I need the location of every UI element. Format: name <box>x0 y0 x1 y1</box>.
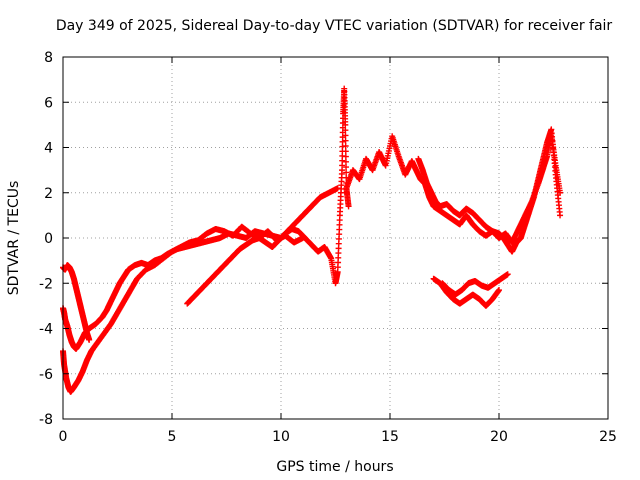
grid-lines <box>63 57 608 419</box>
x-tick-label: 25 <box>599 429 617 445</box>
y-tick-label: -8 <box>39 412 53 428</box>
data-point <box>342 148 349 155</box>
series-track-e <box>343 130 564 246</box>
data-point <box>342 137 349 144</box>
data-point <box>496 287 502 294</box>
y-tick-label: -6 <box>39 367 53 383</box>
axis-ticks: 0 5 10 15 20 25 -8 -6 -4 -2 0 2 4 6 8 <box>39 50 617 445</box>
x-axis-label: GPS time / hours <box>276 459 393 475</box>
data-point <box>342 132 349 139</box>
x-tick-label: 15 <box>381 429 399 445</box>
series-track-d <box>184 85 352 307</box>
y-tick-label: -4 <box>39 322 53 338</box>
series-track-c <box>60 262 93 343</box>
data-points <box>60 85 564 395</box>
series-track-g <box>430 275 502 309</box>
y-axis-label: SDTVAR / TECUs <box>6 181 22 296</box>
chart-title: Day 349 of 2025, Sidereal Day-to-day VTE… <box>56 18 613 34</box>
data-point <box>86 336 93 343</box>
series-track-a <box>60 185 341 352</box>
data-point <box>343 164 350 171</box>
y-tick-label: 6 <box>44 95 53 111</box>
data-point <box>504 271 511 278</box>
data-point <box>334 185 341 192</box>
y-tick-label: 2 <box>44 186 53 202</box>
data-point <box>342 142 349 149</box>
data-point <box>343 169 350 176</box>
data-point <box>342 127 349 134</box>
y-tick-label: 0 <box>44 231 53 247</box>
data-point <box>342 153 349 160</box>
series-track-b <box>60 223 306 395</box>
data-point <box>342 121 349 128</box>
y-tick-label: -2 <box>39 276 53 292</box>
x-tick-label: 5 <box>168 429 177 445</box>
data-point <box>342 158 349 165</box>
series-track-f <box>415 126 564 255</box>
x-tick-label: 20 <box>490 429 508 445</box>
y-tick-label: 4 <box>44 141 53 157</box>
x-tick-label: 0 <box>59 429 68 445</box>
data-point <box>345 203 352 210</box>
y-tick-label: 8 <box>44 50 53 66</box>
series-track-h <box>439 271 511 298</box>
data-point <box>557 212 564 219</box>
x-tick-label: 10 <box>272 429 290 445</box>
